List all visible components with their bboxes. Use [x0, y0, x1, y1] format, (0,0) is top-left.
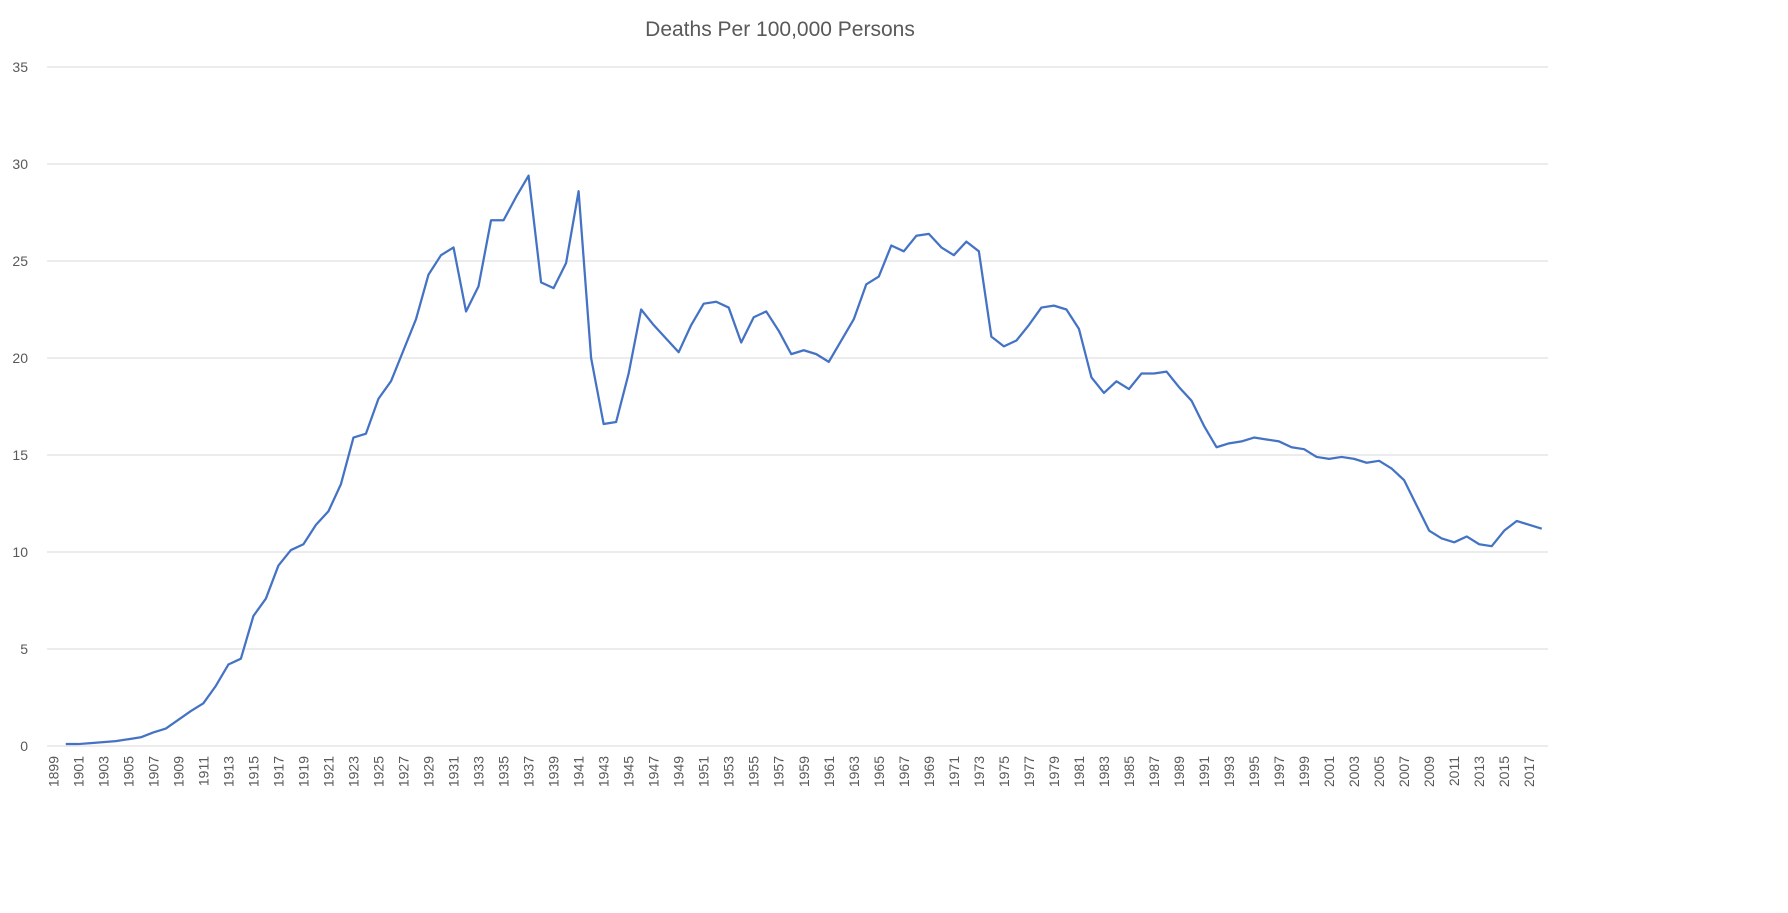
x-tick-label: 1981	[1071, 756, 1087, 787]
x-tick-label: 2013	[1471, 756, 1487, 787]
x-tick-label: 1955	[746, 756, 762, 787]
x-tick-label: 1939	[546, 756, 562, 787]
x-tick-label: 1963	[846, 756, 862, 787]
x-tick-label: 1965	[871, 756, 887, 787]
x-tick-label: 1973	[971, 756, 987, 787]
x-tick-label: 1979	[1046, 756, 1062, 787]
x-tick-label: 2007	[1396, 756, 1412, 787]
x-tick-label: 1995	[1246, 756, 1262, 787]
series-line-0	[65, 174, 1543, 746]
x-tick-label: 1907	[145, 756, 161, 787]
gridlines	[47, 66, 1548, 747]
y-tick-label: 5	[20, 641, 28, 657]
x-tick-label: 1957	[771, 756, 787, 787]
x-tick-label: 1961	[821, 756, 837, 787]
y-tick-label: 10	[12, 544, 28, 560]
y-tick-label: 25	[12, 253, 28, 269]
y-tick-label: 30	[12, 156, 28, 172]
x-tick-label: 2001	[1321, 756, 1337, 787]
x-tick-label: 1921	[320, 756, 336, 787]
x-tick-label: 1911	[195, 756, 211, 786]
x-tick-label: 1953	[721, 756, 737, 787]
x-tick-label: 1941	[571, 756, 587, 787]
x-tick-label: 1909	[170, 756, 186, 787]
x-tick-label: 2015	[1496, 756, 1512, 787]
x-tick-label: 2011	[1446, 756, 1462, 786]
x-tick-label: 1945	[621, 756, 637, 787]
x-tick-label: 1935	[496, 756, 512, 787]
x-tick-label: 1991	[1196, 756, 1212, 787]
x-axis-tick-labels: 1899 1901 1903 1905 1907 1909 1911 1913 1915 1917…	[45, 756, 1537, 787]
x-tick-label: 1947	[646, 756, 662, 787]
x-tick-label: 1899	[45, 756, 61, 787]
x-tick-label: 1959	[796, 756, 812, 787]
x-tick-label: 1967	[896, 756, 912, 787]
x-tick-label: 1999	[1296, 756, 1312, 787]
x-tick-label: 1989	[1171, 756, 1187, 787]
x-tick-label: 1917	[270, 756, 286, 787]
x-tick-label: 1931	[446, 756, 462, 787]
x-tick-label: 1985	[1121, 756, 1137, 787]
x-tick-label: 2005	[1371, 756, 1387, 787]
x-tick-label: 1977	[1021, 756, 1037, 787]
x-tick-label: 1929	[421, 756, 437, 787]
x-tick-label: 1975	[996, 756, 1012, 787]
chart-title: Deaths Per 100,000 Persons	[645, 18, 915, 41]
y-tick-label: 0	[20, 738, 28, 754]
x-tick-label: 1933	[471, 756, 487, 787]
y-tick-label: 15	[12, 447, 28, 463]
x-tick-label: 1987	[1146, 756, 1162, 787]
y-axis-tick-labels: 0 5 10 15 20 25 30 35	[12, 59, 28, 754]
y-tick-label: 35	[12, 59, 28, 75]
x-tick-label: 1993	[1221, 756, 1237, 787]
x-tick-label: 1905	[120, 756, 136, 787]
x-tick-label: 1901	[70, 756, 86, 787]
series-layer	[65, 174, 1543, 746]
x-tick-label: 2017	[1521, 756, 1537, 787]
x-tick-label: 1969	[921, 756, 937, 787]
x-tick-label: 1923	[345, 756, 361, 787]
x-tick-label: 1919	[295, 756, 311, 787]
x-tick-label: 2003	[1346, 756, 1362, 787]
x-tick-label: 1913	[220, 756, 236, 787]
x-tick-label: 1971	[946, 756, 962, 787]
x-tick-label: 1949	[671, 756, 687, 787]
x-tick-label: 1925	[370, 756, 386, 787]
x-tick-label: 1903	[95, 756, 111, 787]
x-tick-label: 1937	[521, 756, 537, 787]
x-tick-label: 1943	[596, 756, 612, 787]
x-tick-label: 1983	[1096, 756, 1112, 787]
x-tick-label: 1997	[1271, 756, 1287, 787]
y-tick-label: 20	[12, 350, 28, 366]
x-tick-label: 1915	[245, 756, 261, 787]
x-tick-label: 1951	[696, 756, 712, 787]
x-tick-label: 2009	[1421, 756, 1437, 787]
x-tick-label: 1927	[395, 756, 411, 787]
